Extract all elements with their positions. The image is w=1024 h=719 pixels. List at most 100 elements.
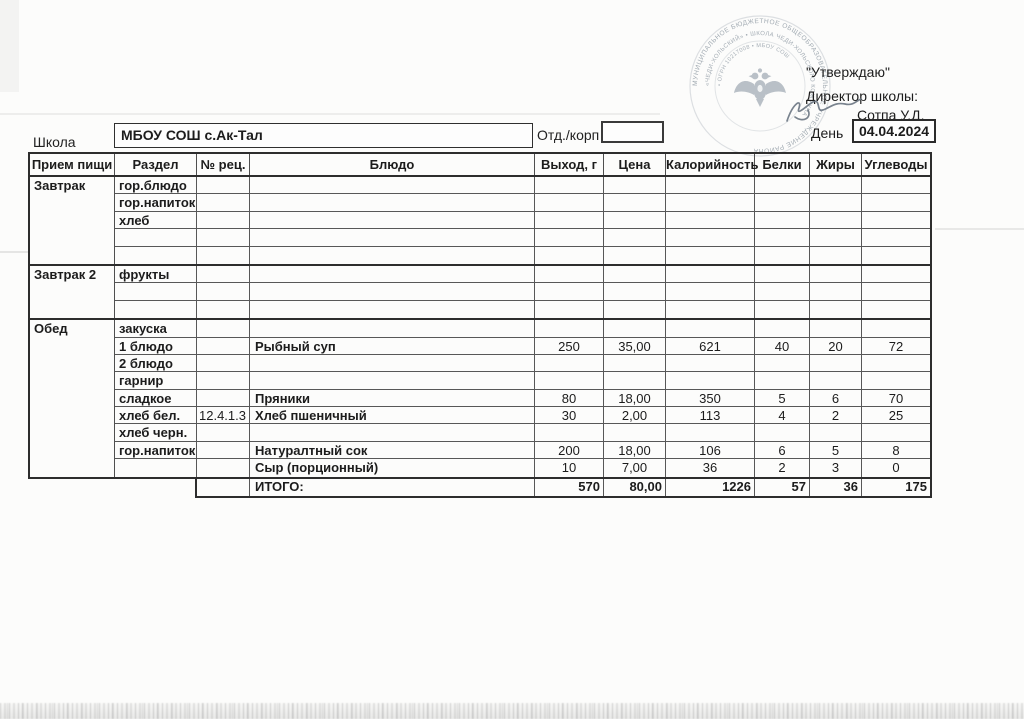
kcal-cell: 113 (666, 407, 755, 424)
dish-cell: Натуралтный сок (250, 441, 535, 459)
empty-cell (810, 424, 862, 441)
dish-cell: Пряники (250, 389, 535, 407)
empty-cell (250, 424, 535, 441)
carbs-cell: 25 (888, 408, 904, 424)
meal-name: Завтрак (30, 177, 115, 264)
approve-text: "Утверждаю" (806, 64, 890, 80)
protein-cell: 4 (755, 407, 810, 424)
carbs-cell: 8 (892, 442, 900, 458)
date-box: 04.04.2024 (852, 119, 936, 143)
empty-cell (604, 246, 666, 264)
empty-cell (862, 212, 930, 228)
table-row: 1 блюдо Рыбный суп 250 35,00 621 40 20 7… (115, 337, 930, 355)
dish-cell: Рыбный суп (250, 337, 535, 354)
empty-cell (250, 320, 535, 337)
empty-cell (197, 424, 250, 441)
table-row: хлеб (115, 211, 930, 230)
section-rows: фрукты (115, 265, 930, 319)
empty-cell (862, 283, 930, 299)
protein-cell: 40 (755, 337, 810, 354)
fat-cell: 6 (810, 389, 862, 407)
out-cell: 80 (535, 389, 604, 407)
razdel-cell: 2 блюдо (115, 354, 197, 372)
empty-cell (666, 320, 755, 337)
protein-cell: 6 (755, 441, 810, 459)
out-cell: 10 (535, 459, 604, 477)
table-row: Сыр (порционный) 10 7,00 36 2 3 0 (115, 459, 930, 477)
empty-cell (810, 265, 862, 283)
empty-cell (666, 246, 755, 264)
table-row: фрукты (115, 265, 930, 284)
empty-cell (666, 177, 755, 194)
kcal-cell: 350 (666, 389, 755, 407)
scan-streak (0, 251, 28, 253)
empty-cell (535, 300, 604, 319)
empty-cell (755, 265, 810, 283)
empty-cell (197, 211, 250, 229)
stamp-ring-text-inner: • ОГРН 10217008 • МБОУ СОШ (717, 43, 790, 86)
empty-cell (810, 320, 862, 337)
rec-cell (197, 337, 250, 354)
empty-cell (755, 354, 810, 372)
razdel-cell: сладкое (115, 389, 197, 407)
table-row: хлеб бел. 12.4.1.3 Хлеб пшеничный 30 2,0… (115, 407, 930, 425)
protein-cell: 2 (755, 459, 810, 477)
rec-cell (197, 389, 250, 407)
director-signature (786, 98, 862, 122)
empty-cell (604, 283, 666, 300)
rec-cell (197, 441, 250, 459)
empty-cell (604, 194, 666, 211)
empty-cell (755, 283, 810, 300)
empty-cell (666, 211, 755, 229)
empty-cell (197, 229, 250, 246)
day-label: День (811, 125, 844, 141)
empty-cell (810, 300, 862, 319)
empty-cell (755, 300, 810, 319)
fat-cell: 2 (810, 407, 862, 424)
header-rec: № рец. (197, 154, 250, 175)
empty-cell (755, 177, 810, 194)
header-razdel: Раздел (115, 154, 197, 175)
empty-cell (197, 300, 250, 319)
fat-cell: 5 (810, 441, 862, 459)
empty-cell (666, 372, 755, 389)
scan-streak (0, 113, 660, 115)
out-cell: 250 (535, 337, 604, 354)
empty-cell (755, 246, 810, 264)
empty-cell (604, 372, 666, 389)
empty-cell (755, 372, 810, 389)
empty-cell (666, 354, 755, 372)
empty-cell (810, 211, 862, 229)
table-row: закуска (115, 320, 930, 338)
empty-cell (862, 320, 930, 336)
empty-cell (862, 424, 930, 440)
razdel-cell: 1 блюдо (115, 337, 197, 354)
empty-cell (250, 229, 535, 246)
empty-cell (250, 283, 535, 300)
empty-cell (666, 229, 755, 246)
razdel-cell: гор.напиток (115, 441, 197, 459)
totals-protein: 57 (755, 479, 810, 496)
stamp-eagle-emblem (734, 68, 786, 107)
dish-cell: Хлеб пшеничный (250, 407, 535, 424)
totals-kcal: 1226 (666, 479, 755, 496)
razdel-cell: гарнир (115, 372, 197, 389)
empty-cell (250, 211, 535, 229)
header-fat: Жиры (810, 154, 862, 175)
empty-cell (250, 265, 535, 283)
empty-cell (604, 300, 666, 319)
rec-cell (197, 459, 250, 477)
razdel-cell (115, 246, 197, 264)
razdel-cell: закуска (115, 320, 197, 337)
table-row (115, 283, 930, 301)
empty-cell (666, 300, 755, 319)
kcal-cell: 36 (666, 459, 755, 477)
school-name-box: МБОУ СОШ с.Ак-Тал (114, 123, 533, 148)
meal-name: Завтрак 2 (30, 265, 115, 319)
empty-cell (197, 265, 250, 283)
rec-cell: 12.4.1.3 (197, 407, 250, 424)
empty-cell (197, 177, 250, 194)
table-row: гор.напиток (115, 194, 930, 212)
empty-cell (666, 194, 755, 211)
razdel-cell (115, 283, 197, 300)
